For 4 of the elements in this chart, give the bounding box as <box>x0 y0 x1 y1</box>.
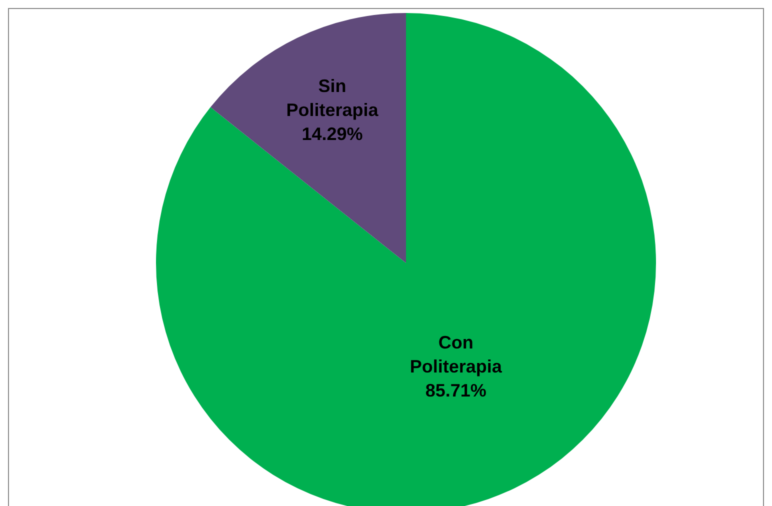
data-label: 85.71% <box>425 380 486 401</box>
data-label: 14.29% <box>302 124 363 144</box>
slice-label: Con Politerapia <box>410 332 503 377</box>
slice-label: Sin Politerapia <box>286 76 380 120</box>
